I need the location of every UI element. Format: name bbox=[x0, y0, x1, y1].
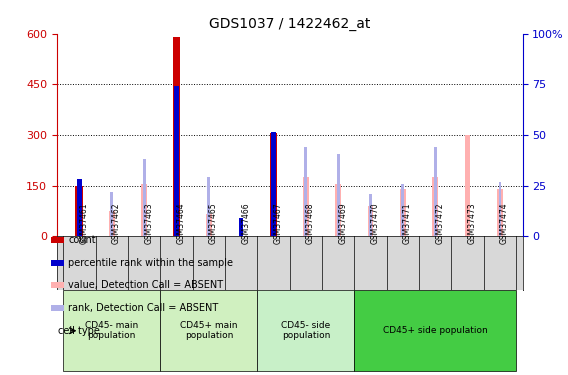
Bar bbox=[239, 217, 244, 236]
Text: cell type: cell type bbox=[59, 326, 101, 336]
Bar bbox=[207, 177, 210, 236]
Bar bbox=[400, 189, 406, 236]
Text: GSM37471: GSM37471 bbox=[403, 203, 412, 244]
Bar bbox=[335, 184, 341, 236]
Bar bbox=[110, 192, 113, 236]
Text: CD45- main
population: CD45- main population bbox=[85, 321, 139, 340]
Text: value, Detection Call = ABSENT: value, Detection Call = ABSENT bbox=[68, 280, 223, 290]
Text: GSM37465: GSM37465 bbox=[209, 203, 218, 244]
Bar bbox=[174, 86, 179, 236]
Text: CD45- side
population: CD45- side population bbox=[281, 321, 331, 340]
FancyBboxPatch shape bbox=[354, 290, 516, 371]
Text: count: count bbox=[68, 235, 96, 245]
Text: GSM37462: GSM37462 bbox=[112, 203, 121, 244]
Bar bbox=[402, 184, 404, 236]
Bar bbox=[303, 177, 308, 236]
Text: CD45+ side population: CD45+ side population bbox=[383, 326, 487, 335]
Text: GSM37464: GSM37464 bbox=[177, 203, 186, 244]
Bar bbox=[76, 186, 83, 236]
Text: GSM37461: GSM37461 bbox=[80, 203, 89, 244]
Bar bbox=[270, 134, 278, 236]
Bar bbox=[77, 179, 82, 236]
Bar bbox=[367, 206, 373, 236]
Text: GSM37474: GSM37474 bbox=[500, 203, 509, 244]
FancyBboxPatch shape bbox=[160, 290, 257, 371]
Text: GSM37472: GSM37472 bbox=[435, 203, 444, 244]
Text: GSM37470: GSM37470 bbox=[370, 203, 379, 244]
Title: GDS1037 / 1422462_at: GDS1037 / 1422462_at bbox=[209, 17, 370, 32]
Bar bbox=[304, 147, 307, 236]
Bar bbox=[173, 37, 181, 236]
Bar bbox=[434, 147, 437, 236]
Bar bbox=[465, 135, 470, 236]
Text: GSM37467: GSM37467 bbox=[274, 203, 282, 244]
Bar bbox=[499, 182, 502, 236]
Text: GSM37466: GSM37466 bbox=[241, 203, 250, 244]
FancyBboxPatch shape bbox=[257, 290, 354, 371]
Bar bbox=[109, 211, 115, 236]
Bar bbox=[272, 132, 276, 236]
Bar bbox=[497, 189, 503, 236]
Text: rank, Detection Call = ABSENT: rank, Detection Call = ABSENT bbox=[68, 303, 219, 312]
FancyBboxPatch shape bbox=[63, 290, 160, 371]
Bar bbox=[206, 214, 212, 236]
Text: CD45+ main
population: CD45+ main population bbox=[180, 321, 237, 340]
Text: GSM37473: GSM37473 bbox=[467, 203, 477, 244]
Bar bbox=[432, 177, 438, 236]
Text: GSM37468: GSM37468 bbox=[306, 203, 315, 244]
Text: GSM37469: GSM37469 bbox=[338, 203, 347, 244]
Bar bbox=[141, 184, 147, 236]
Text: GSM37463: GSM37463 bbox=[144, 203, 153, 244]
Bar bbox=[143, 159, 145, 236]
Bar bbox=[337, 154, 340, 236]
Text: percentile rank within the sample: percentile rank within the sample bbox=[68, 258, 233, 267]
Bar bbox=[369, 194, 372, 236]
